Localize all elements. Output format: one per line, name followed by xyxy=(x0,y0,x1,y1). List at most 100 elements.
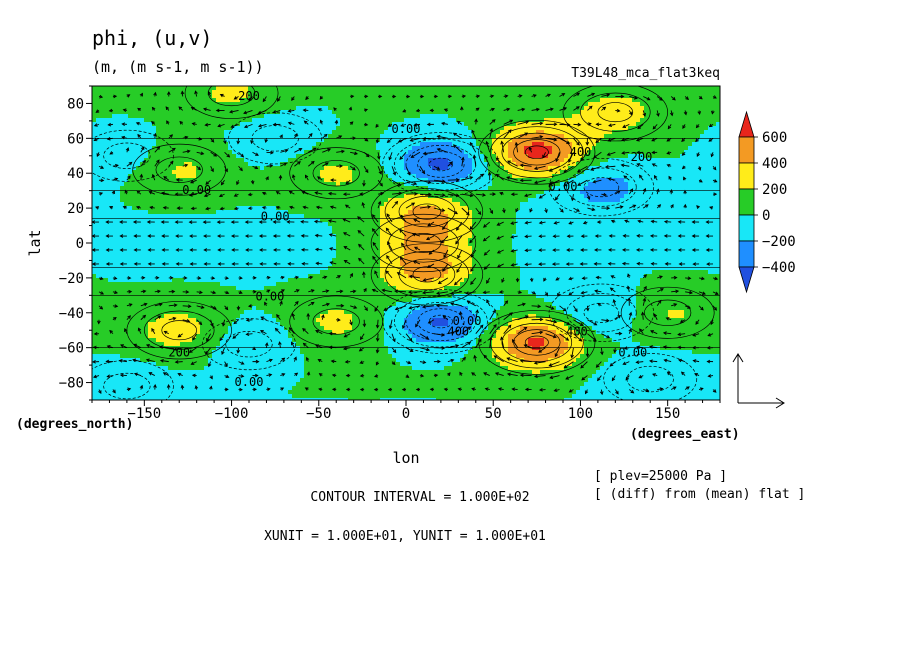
field-cell xyxy=(344,106,349,111)
field-cell xyxy=(128,102,133,107)
field-cell xyxy=(468,102,473,107)
field-cell xyxy=(112,126,117,131)
field-cell xyxy=(704,186,709,191)
field-cell xyxy=(308,170,313,175)
field-cell xyxy=(368,198,373,203)
field-cell xyxy=(380,186,385,191)
field-cell xyxy=(188,146,193,151)
field-cell xyxy=(260,126,265,131)
field-cell xyxy=(204,170,209,175)
field-cell xyxy=(380,194,385,199)
field-cell xyxy=(172,94,177,99)
field-cell xyxy=(516,130,521,135)
field-cell xyxy=(180,114,185,119)
field-cell xyxy=(576,154,581,159)
field-cell xyxy=(360,194,365,199)
field-cell xyxy=(668,130,673,135)
field-cell xyxy=(492,94,497,99)
field-cell xyxy=(552,162,557,167)
field-cell xyxy=(376,202,381,207)
field-cell xyxy=(608,94,613,99)
field-cell xyxy=(148,98,153,103)
field-cell xyxy=(604,134,609,139)
field-cell xyxy=(344,130,349,135)
field-cell xyxy=(600,86,605,91)
field-cell xyxy=(188,162,193,167)
field-cell xyxy=(472,102,477,107)
field-cell xyxy=(512,202,517,207)
field-cell xyxy=(400,158,405,163)
field-cell xyxy=(704,174,709,179)
field-cell xyxy=(204,134,209,139)
field-cell xyxy=(324,170,329,175)
field-cell xyxy=(392,114,397,119)
field-cell xyxy=(448,114,453,119)
field-cell xyxy=(204,162,209,167)
field-cell xyxy=(200,158,205,163)
field-cell xyxy=(536,162,541,167)
field-cell xyxy=(144,194,149,199)
field-cell xyxy=(544,174,549,179)
field-cell xyxy=(684,166,689,171)
field-cell xyxy=(512,130,517,135)
field-cell xyxy=(204,118,209,123)
field-cell xyxy=(472,138,477,143)
field-cell xyxy=(240,150,245,155)
field-cell xyxy=(700,206,705,211)
field-cell xyxy=(588,170,593,175)
field-cell xyxy=(688,162,693,167)
field-cell xyxy=(432,142,437,147)
field-cell xyxy=(688,102,693,107)
field-cell xyxy=(444,106,449,111)
field-cell xyxy=(368,202,373,207)
field-cell xyxy=(540,142,545,147)
field-cell xyxy=(216,102,221,107)
field-cell xyxy=(712,150,717,155)
field-cell xyxy=(476,198,481,203)
field-cell xyxy=(540,178,545,183)
field-cell xyxy=(296,130,301,135)
field-cell xyxy=(312,118,317,123)
field-cell xyxy=(440,182,445,187)
field-cell xyxy=(588,198,593,203)
field-cell xyxy=(644,162,649,167)
field-cell xyxy=(576,98,581,103)
field-cell xyxy=(136,198,141,203)
field-cell xyxy=(136,110,141,115)
field-cell xyxy=(312,174,317,179)
field-cell xyxy=(184,202,189,207)
field-cell xyxy=(196,210,201,215)
field-cell xyxy=(364,146,369,151)
field-cell xyxy=(384,194,389,199)
field-cell xyxy=(356,170,361,175)
field-cell xyxy=(132,114,137,119)
field-cell xyxy=(556,162,561,167)
field-cell xyxy=(584,158,589,163)
field-cell xyxy=(676,150,681,155)
field-cell xyxy=(380,106,385,111)
field-cell xyxy=(428,106,433,111)
field-cell xyxy=(452,190,457,195)
field-cell xyxy=(560,102,565,107)
field-cell xyxy=(548,158,553,163)
field-cell xyxy=(100,202,105,207)
field-cell xyxy=(196,126,201,131)
field-cell xyxy=(656,170,661,175)
field-cell xyxy=(604,186,609,191)
field-cell xyxy=(100,194,105,199)
field-cell xyxy=(148,202,153,207)
field-cell xyxy=(340,154,345,159)
field-cell xyxy=(248,166,253,171)
field-cell xyxy=(112,118,117,123)
field-cell xyxy=(620,126,625,131)
field-cell xyxy=(568,158,573,163)
field-cell xyxy=(340,126,345,131)
field-cell xyxy=(664,94,669,99)
field-cell xyxy=(172,98,177,103)
field-cell xyxy=(108,142,113,147)
field-cell xyxy=(264,166,269,171)
field-cell xyxy=(500,130,505,135)
field-cell xyxy=(692,86,697,91)
field-cell xyxy=(512,98,517,103)
field-cell xyxy=(104,210,109,215)
